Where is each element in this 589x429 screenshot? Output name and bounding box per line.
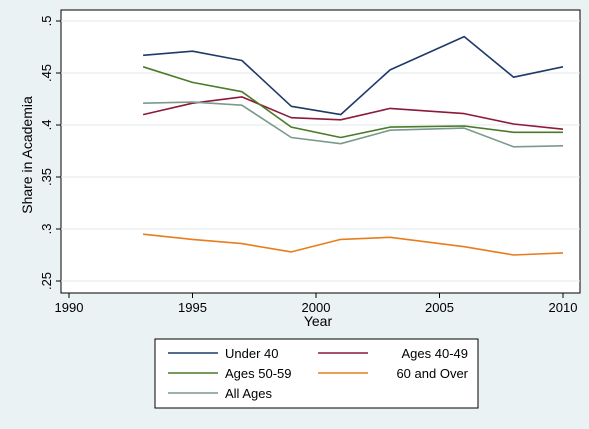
series-line-60-and-over bbox=[143, 233, 564, 256]
x-tick-label: 2005 bbox=[425, 300, 454, 315]
y-tick-label: .25 bbox=[39, 272, 54, 290]
legend-label: Ages 40-49 bbox=[402, 346, 469, 361]
series-line-ages-40-49 bbox=[142, 96, 564, 130]
x-tick-label: 1995 bbox=[178, 300, 207, 315]
series-line-under-40 bbox=[143, 35, 564, 116]
y-tick-label: .4 bbox=[39, 120, 54, 131]
legend-label: Ages 50-59 bbox=[225, 366, 292, 381]
x-tick-label: 2000 bbox=[302, 300, 331, 315]
legend-label: 60 and Over bbox=[396, 366, 468, 381]
axes: .25 .3 .35 .4 .45 .5 1990 1995 2000 2005 2010 bbox=[39, 16, 577, 315]
x-tick-label: 2010 bbox=[549, 300, 578, 315]
y-tick-label: .5 bbox=[39, 16, 54, 27]
y-tick-label: .45 bbox=[39, 64, 54, 82]
x-tick-label: 1990 bbox=[55, 300, 84, 315]
y-tick-label: .35 bbox=[39, 168, 54, 186]
series-line-all-ages bbox=[143, 101, 564, 148]
y-tick-label: .3 bbox=[39, 224, 54, 235]
series-lines bbox=[142, 35, 564, 256]
x-axis-title: Year bbox=[304, 313, 333, 329]
grid bbox=[61, 20, 580, 282]
legend: Under 40 Ages 40-49 Ages 50-59 60 and Over A… bbox=[154, 338, 479, 409]
legend-label: All Ages bbox=[225, 386, 272, 401]
plot-area bbox=[60, 9, 581, 294]
y-axis-title: Share in Academia bbox=[19, 96, 35, 214]
legend-label: Under 40 bbox=[225, 346, 278, 361]
series-line-ages-50-59 bbox=[142, 66, 563, 139]
